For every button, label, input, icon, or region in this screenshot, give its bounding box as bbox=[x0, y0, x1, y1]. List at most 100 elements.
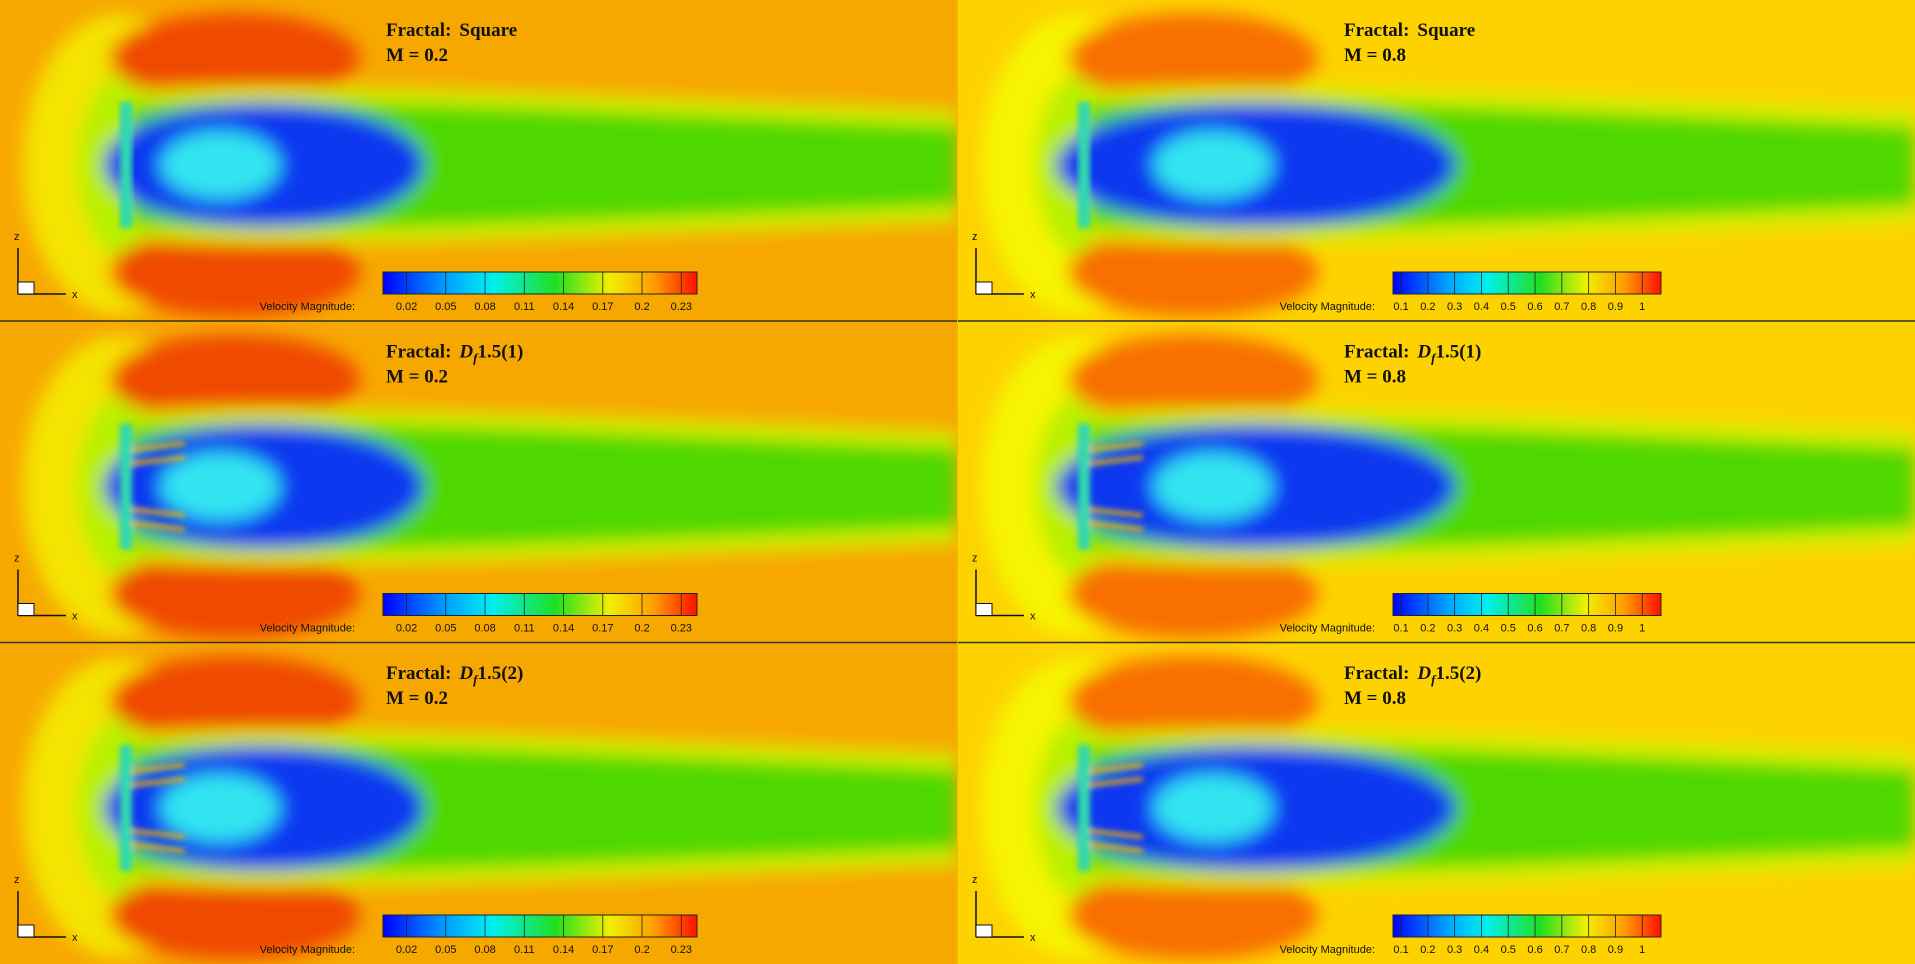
high-speed-lobe bbox=[110, 870, 360, 960]
mach-label: M = 0.8 bbox=[1344, 45, 1406, 66]
colorbar-tick-label: 0.08 bbox=[474, 301, 495, 313]
title-label: Fractal: bbox=[386, 20, 451, 41]
colorbar-tick-label: 0.02 bbox=[396, 301, 417, 313]
mach-label: M = 0.2 bbox=[386, 688, 448, 709]
colorbar-tick-label: 0.6 bbox=[1527, 944, 1542, 956]
title-subscript: f bbox=[473, 351, 479, 366]
panel-content bbox=[958, 0, 1915, 321]
panel: Fractal: Df1.5(2) M = 0.2 0.02 0.05 0.08 0.11 0… bbox=[0, 643, 957, 964]
colorbar-label: Velocity Magnitude: bbox=[260, 944, 355, 956]
colorbar-tick-label: 0.7 bbox=[1554, 944, 1569, 956]
panel-title: Fractal: Df1.5(1) bbox=[1344, 342, 1481, 366]
fractal-streak bbox=[1089, 521, 1144, 532]
colorbar-tick-label: 0.2 bbox=[634, 944, 649, 956]
colorbar-tick-label: 0.05 bbox=[435, 623, 456, 635]
high-speed-lobe bbox=[110, 227, 360, 317]
axis-label-x: x bbox=[1030, 932, 1036, 944]
title-label: Fractal: bbox=[1344, 663, 1409, 684]
colorbar-tick-label: 0.1 bbox=[1393, 623, 1408, 635]
flow-field bbox=[981, 13, 1915, 317]
colorbar-tick-label: 0.23 bbox=[671, 944, 692, 956]
axis-label-z: z bbox=[972, 874, 978, 886]
panel-title: Fractal: Square bbox=[386, 20, 517, 41]
colorbar-tick-label: 0.5 bbox=[1501, 944, 1516, 956]
axis-label-x: x bbox=[72, 932, 78, 944]
colorbar-label: Velocity Magnitude: bbox=[260, 301, 355, 313]
body-detail bbox=[120, 745, 186, 871]
colorbar bbox=[1392, 914, 1662, 938]
title-value: 1.5(2) bbox=[1435, 663, 1481, 684]
fractal-streak bbox=[1089, 829, 1144, 839]
title-value: 1.5(1) bbox=[1435, 342, 1481, 363]
flow-field bbox=[23, 13, 957, 317]
axis-label-z: z bbox=[972, 231, 978, 243]
recirculation-core bbox=[160, 131, 280, 199]
flow-field bbox=[23, 656, 957, 960]
title-subscript: f bbox=[473, 672, 479, 687]
colorbar-tick-label: 0.4 bbox=[1474, 623, 1489, 635]
colorbar-tick-label: 0.02 bbox=[396, 623, 417, 635]
colorbar-tick-label: 0.7 bbox=[1554, 301, 1569, 313]
colorbar-label: Velocity Magnitude: bbox=[1280, 301, 1375, 313]
axis-label-x: x bbox=[72, 611, 78, 623]
colorbar-tick-label: 0.11 bbox=[514, 944, 535, 956]
mach-label: M = 0.8 bbox=[1344, 688, 1406, 709]
recirculation-core bbox=[1153, 131, 1273, 199]
axis-label-z: z bbox=[14, 874, 20, 886]
panel: Fractal: Df1.5(1) M = 0.8 0.1 0.2 0.3 0.4 0.5 0.… bbox=[958, 321, 1915, 643]
body bbox=[1078, 745, 1090, 871]
colorbar-tick-label: 0.11 bbox=[514, 623, 535, 635]
fractal-streak bbox=[1089, 843, 1144, 853]
high-speed-lobe bbox=[110, 656, 360, 746]
colorbar-tick-label: 0.9 bbox=[1608, 944, 1623, 956]
title-value: 1.5(1) bbox=[477, 342, 523, 363]
colorbar-tick-label: 0.4 bbox=[1474, 301, 1489, 313]
panel: Fractal: Df1.5(2) M = 0.8 0.1 0.2 0.3 0.4 0.5 0.… bbox=[958, 643, 1915, 964]
colorbar-tick-label: 0.9 bbox=[1608, 301, 1623, 313]
title-symbol: D bbox=[1416, 342, 1431, 363]
colorbar-tick-label: 0.2 bbox=[1420, 301, 1435, 313]
title-subscript: f bbox=[1431, 672, 1437, 687]
colorbar-tick-label: 0.17 bbox=[592, 944, 613, 956]
high-speed-lobe bbox=[1068, 656, 1318, 746]
colorbar bbox=[382, 914, 698, 938]
recirculation-core bbox=[1153, 452, 1273, 521]
colorbar-tick-label: 0.23 bbox=[671, 301, 692, 313]
colorbar-tick-label: 0.9 bbox=[1608, 623, 1623, 635]
title-subscript: f bbox=[1431, 351, 1437, 366]
title-value: Square bbox=[1417, 20, 1475, 41]
colorbar-tick-label: 0.14 bbox=[553, 944, 574, 956]
panel-title: Fractal: Df1.5(2) bbox=[1344, 663, 1481, 687]
title-value: Square bbox=[459, 20, 517, 41]
colorbar-tick-label: 0.11 bbox=[514, 301, 535, 313]
body-detail bbox=[1078, 423, 1144, 550]
colorbar-tick-label: 0.2 bbox=[1420, 944, 1435, 956]
axis-label-z: z bbox=[14, 553, 20, 565]
colorbar-tick-label: 0.08 bbox=[474, 623, 495, 635]
colorbar-tick-label: 0.14 bbox=[553, 301, 574, 313]
body bbox=[1078, 102, 1090, 228]
fractal-streak bbox=[131, 521, 186, 532]
colorbar-tick-label: 1 bbox=[1639, 301, 1645, 313]
body bbox=[120, 745, 132, 871]
axis-label-x: x bbox=[72, 289, 78, 301]
fractal-streak bbox=[131, 455, 186, 466]
fractal-streak bbox=[1089, 507, 1144, 518]
axis-label-x: x bbox=[1030, 611, 1036, 623]
fractal-streak bbox=[131, 777, 186, 787]
panel-content bbox=[958, 643, 1915, 964]
body bbox=[1078, 423, 1090, 550]
colorbar-tick-label: 0.5 bbox=[1501, 623, 1516, 635]
title-label: Fractal: bbox=[1344, 20, 1409, 41]
high-speed-lobe bbox=[110, 548, 360, 639]
colorbar-tick-label: 0.8 bbox=[1581, 944, 1596, 956]
colorbar-label: Velocity Magnitude: bbox=[260, 623, 355, 635]
body-detail bbox=[1078, 102, 1090, 228]
colorbar-label: Velocity Magnitude: bbox=[1280, 944, 1375, 956]
colorbar-tick-label: 1 bbox=[1639, 623, 1645, 635]
mach-label: M = 0.2 bbox=[386, 367, 448, 388]
body bbox=[120, 423, 132, 550]
high-speed-lobe bbox=[1068, 870, 1318, 960]
fractal-streak bbox=[131, 507, 186, 518]
body-detail bbox=[120, 102, 132, 228]
